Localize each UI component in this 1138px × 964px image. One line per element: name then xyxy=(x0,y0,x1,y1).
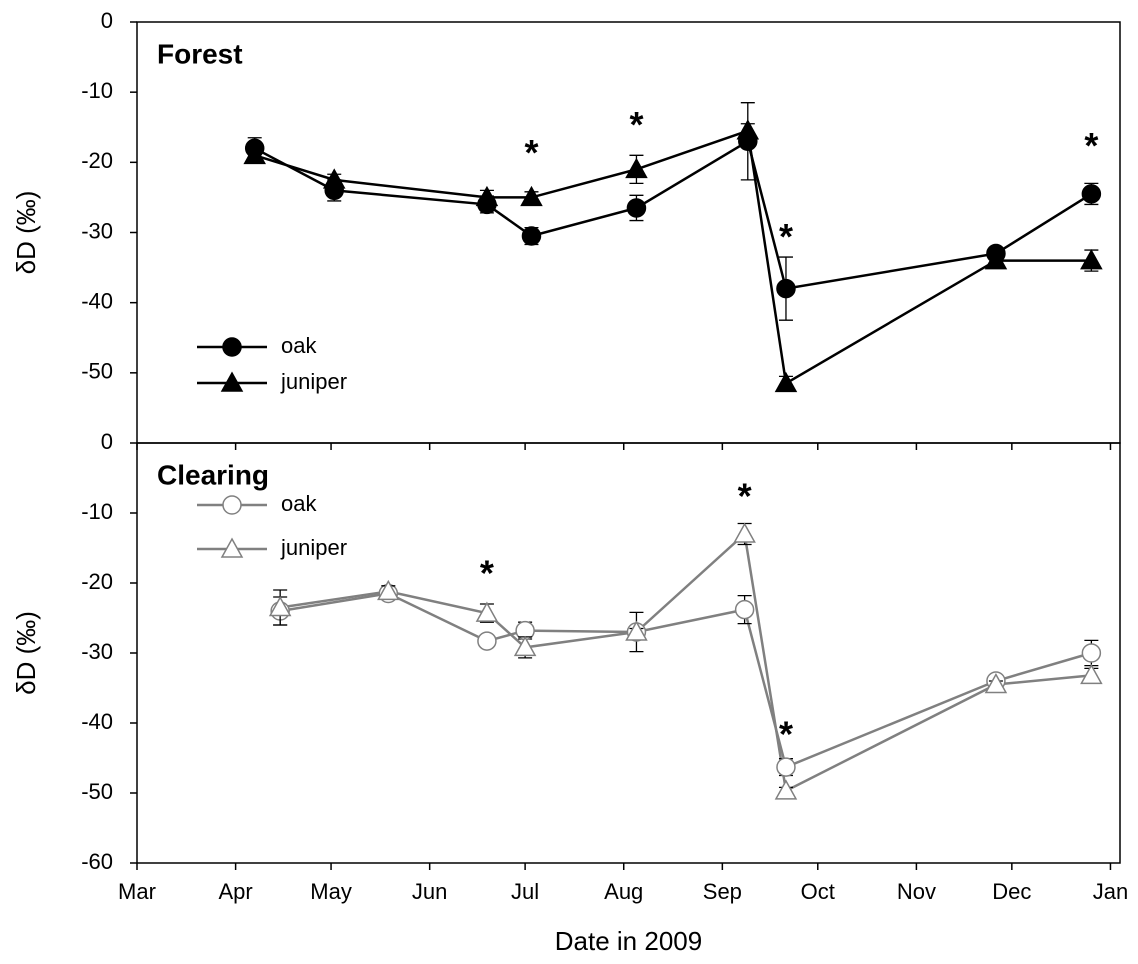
legend-marker xyxy=(222,337,242,357)
marker xyxy=(625,620,648,641)
x-tick-label: Jul xyxy=(511,879,539,904)
x-tick-label: May xyxy=(310,879,352,904)
series-line xyxy=(254,139,1093,291)
marker xyxy=(733,522,756,543)
annotation: * xyxy=(629,104,643,145)
marker xyxy=(984,672,1008,694)
x-tick-label: Jan xyxy=(1093,879,1128,904)
y-tick-label: -20 xyxy=(81,569,113,594)
legend-marker xyxy=(220,537,244,558)
x-tick-label: Oct xyxy=(801,879,835,904)
y-tick-label: -10 xyxy=(81,78,113,103)
x-tick-label: Dec xyxy=(992,879,1031,904)
y-tick-label: -50 xyxy=(81,779,113,804)
x-tick-label: Sep xyxy=(703,879,742,904)
panel-title: Clearing xyxy=(157,459,269,490)
marker xyxy=(1081,643,1102,663)
annotation: * xyxy=(480,553,494,594)
marker xyxy=(268,595,292,617)
marker xyxy=(626,198,647,218)
annotation: * xyxy=(779,216,793,257)
y-tick-label: -50 xyxy=(81,359,113,384)
y-tick-label: -60 xyxy=(81,849,113,874)
marker xyxy=(774,371,798,393)
y-tick-label: 0 xyxy=(101,8,113,33)
marker xyxy=(243,143,266,165)
annotation: * xyxy=(524,132,538,173)
marker xyxy=(774,779,798,800)
x-tick-label: Apr xyxy=(218,879,252,904)
marker xyxy=(776,278,796,299)
x-axis-label: Date in 2009 xyxy=(555,926,702,956)
series-line xyxy=(279,592,1092,769)
legend-label: juniper xyxy=(280,535,347,560)
y-axis-label: δD (‰) xyxy=(11,191,41,275)
legend-label: juniper xyxy=(280,369,347,394)
legend-label: oak xyxy=(281,491,317,516)
annotation: * xyxy=(738,476,752,517)
marker xyxy=(513,635,537,657)
marker xyxy=(377,579,400,601)
legend-marker xyxy=(222,495,242,515)
marker xyxy=(521,226,542,246)
marker xyxy=(475,601,499,622)
marker xyxy=(625,157,648,179)
annotation: * xyxy=(779,714,793,755)
series-line xyxy=(254,129,1092,386)
y-tick-label: -40 xyxy=(81,709,113,734)
marker xyxy=(520,185,543,207)
y-tick-label: -10 xyxy=(81,499,113,524)
y-axis-label: δD (‰) xyxy=(11,611,41,695)
x-tick-label: Jun xyxy=(412,879,447,904)
marker xyxy=(1080,663,1103,685)
y-tick-label: -20 xyxy=(81,148,113,173)
marker xyxy=(477,631,497,651)
marker xyxy=(734,599,755,620)
legend-marker xyxy=(220,371,244,392)
x-tick-label: Nov xyxy=(897,879,936,904)
x-tick-label: Mar xyxy=(118,879,156,904)
marker xyxy=(1080,249,1103,270)
marker xyxy=(322,168,346,189)
marker xyxy=(984,249,1008,270)
marker xyxy=(736,119,760,140)
marker xyxy=(475,185,499,207)
series-line xyxy=(279,531,1092,793)
x-tick-label: Aug xyxy=(604,879,643,904)
y-tick-label: -30 xyxy=(81,218,113,243)
marker xyxy=(776,757,796,777)
marker xyxy=(1081,184,1102,204)
y-tick-label: -40 xyxy=(81,288,113,313)
y-tick-label: 0 xyxy=(101,429,113,454)
panel-title: Forest xyxy=(157,38,243,69)
y-tick-label: -30 xyxy=(81,639,113,664)
legend-label: oak xyxy=(281,333,317,358)
annotation: * xyxy=(1084,125,1098,166)
